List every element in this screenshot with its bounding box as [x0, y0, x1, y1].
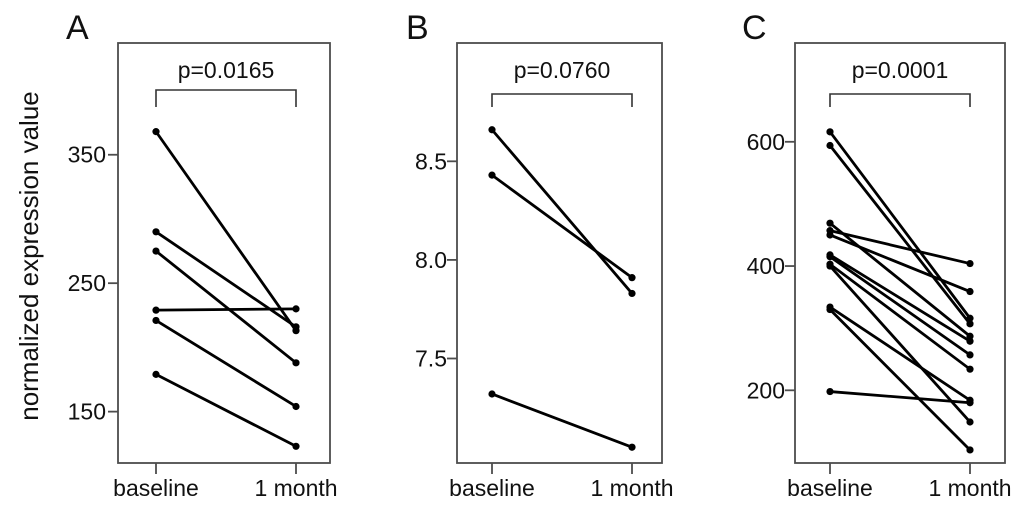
y-tick-label: 250 [68, 270, 106, 296]
pair-line [828, 233, 972, 293]
plot-frame-b [456, 42, 663, 464]
one-month-point [966, 351, 974, 359]
baseline-point [488, 126, 496, 134]
one-month-point [292, 323, 300, 331]
x-tick-label-1month-b: 1 month [590, 475, 674, 501]
pair-line [490, 392, 634, 449]
pair-line [154, 230, 298, 329]
y-tick-label: 400 [747, 253, 785, 279]
y-tick-label: 8.5 [415, 148, 447, 174]
significance-bracket [155, 89, 297, 107]
one-month-point [966, 287, 974, 296]
one-month-point [628, 443, 636, 451]
plot-frame-a [117, 42, 331, 464]
one-month-point [966, 446, 974, 454]
baseline-point [152, 306, 160, 314]
baseline-point [826, 305, 834, 314]
one-month-point [292, 442, 300, 450]
pair-line [828, 221, 972, 338]
one-month-point [966, 314, 974, 322]
p-value-label-c: p=0.0001 [851, 57, 949, 83]
plot-frame-c [794, 42, 1006, 464]
baseline-point [826, 262, 834, 270]
baseline-point [488, 171, 496, 179]
baseline-point [488, 390, 496, 398]
panel-letter-c: C [742, 9, 767, 47]
pair-line [828, 130, 972, 320]
baseline-point [826, 253, 834, 261]
y-tick-label: 7.5 [415, 345, 447, 371]
baseline-point [826, 141, 834, 150]
pair-line [154, 249, 298, 365]
one-month-point [292, 402, 300, 411]
x-tick-label-baseline-c: baseline [787, 475, 873, 501]
baseline-point [152, 228, 160, 236]
baseline-point [826, 387, 834, 396]
p-value-label-b: p=0.0760 [513, 57, 611, 83]
y-tick-label: 8.0 [415, 247, 447, 273]
y-tick-label: 150 [68, 399, 106, 425]
one-month-point [966, 399, 974, 407]
one-month-point [966, 332, 974, 340]
one-month-point [966, 320, 974, 328]
x-tick-label-baseline-a: baseline [113, 475, 199, 501]
baseline-point [152, 128, 160, 136]
pair-line [828, 229, 972, 265]
one-month-point [292, 359, 300, 367]
y-tick-label: 200 [747, 377, 785, 403]
one-month-point [966, 365, 974, 373]
pair-line [828, 255, 972, 357]
pair-line [828, 390, 972, 405]
baseline-point [152, 370, 160, 378]
pair-line [828, 264, 972, 424]
one-month-point [292, 305, 300, 313]
pair-line [490, 128, 634, 295]
y-tick-label: 600 [747, 129, 785, 155]
x-tick-label-1month-c: 1 month [928, 475, 1012, 501]
one-month-point [966, 418, 974, 426]
pair-line [828, 308, 972, 452]
one-month-point [966, 259, 974, 268]
baseline-point [152, 316, 160, 325]
baseline-point [826, 128, 834, 136]
significance-bracket [829, 93, 971, 107]
baseline-point [152, 247, 160, 255]
one-month-point [628, 274, 636, 282]
significance-bracket [491, 93, 633, 107]
baseline-point [826, 219, 834, 227]
p-value-label-a: p=0.0165 [177, 57, 275, 83]
pair-line [828, 144, 972, 326]
panel-letter-a: A [66, 9, 89, 47]
pair-line [828, 262, 972, 371]
pair-line [154, 319, 298, 408]
y-axis-title: normalized expression value [14, 91, 44, 421]
pair-line [154, 307, 298, 312]
y-tick-label: 350 [68, 142, 106, 168]
pair-line [154, 372, 298, 448]
x-tick-label-1month-a: 1 month [254, 475, 338, 501]
baseline-point [826, 231, 834, 239]
x-tick-label-baseline-b: baseline [449, 475, 535, 501]
one-month-point [628, 289, 636, 298]
pair-line [490, 173, 634, 280]
one-month-point [966, 337, 974, 345]
pair-line [828, 305, 972, 402]
pair-line [828, 253, 972, 343]
panel-letter-b: B [406, 9, 429, 47]
pair-line [154, 130, 298, 333]
